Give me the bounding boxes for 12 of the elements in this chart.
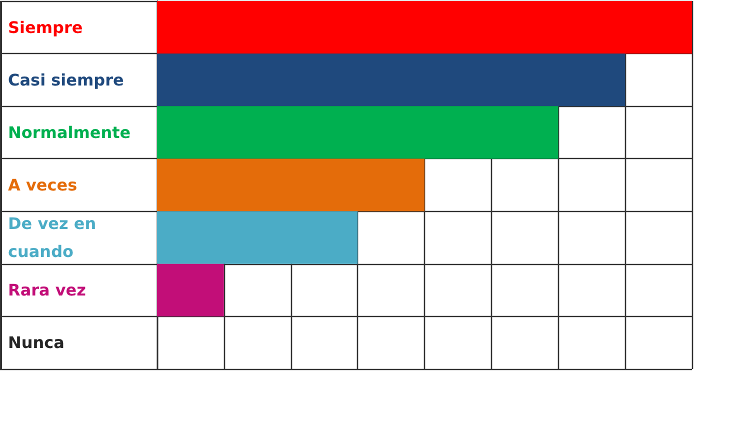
y-tick-label: A veces [8, 176, 78, 194]
bar [157, 158, 424, 212]
bar [157, 264, 224, 316]
bar [157, 106, 558, 159]
y-tick-label: Normalmente [8, 122, 131, 142]
y-tick-label: Nunca [8, 333, 64, 352]
y-tick-label: De vez en cuando [8, 214, 102, 262]
bar [157, 211, 358, 264]
bar [157, 54, 626, 106]
y-tick-label: Rara vez [8, 280, 86, 300]
y-tick-label: Casi siempre [8, 70, 124, 90]
y-tick-label: Siempre [8, 18, 83, 37]
